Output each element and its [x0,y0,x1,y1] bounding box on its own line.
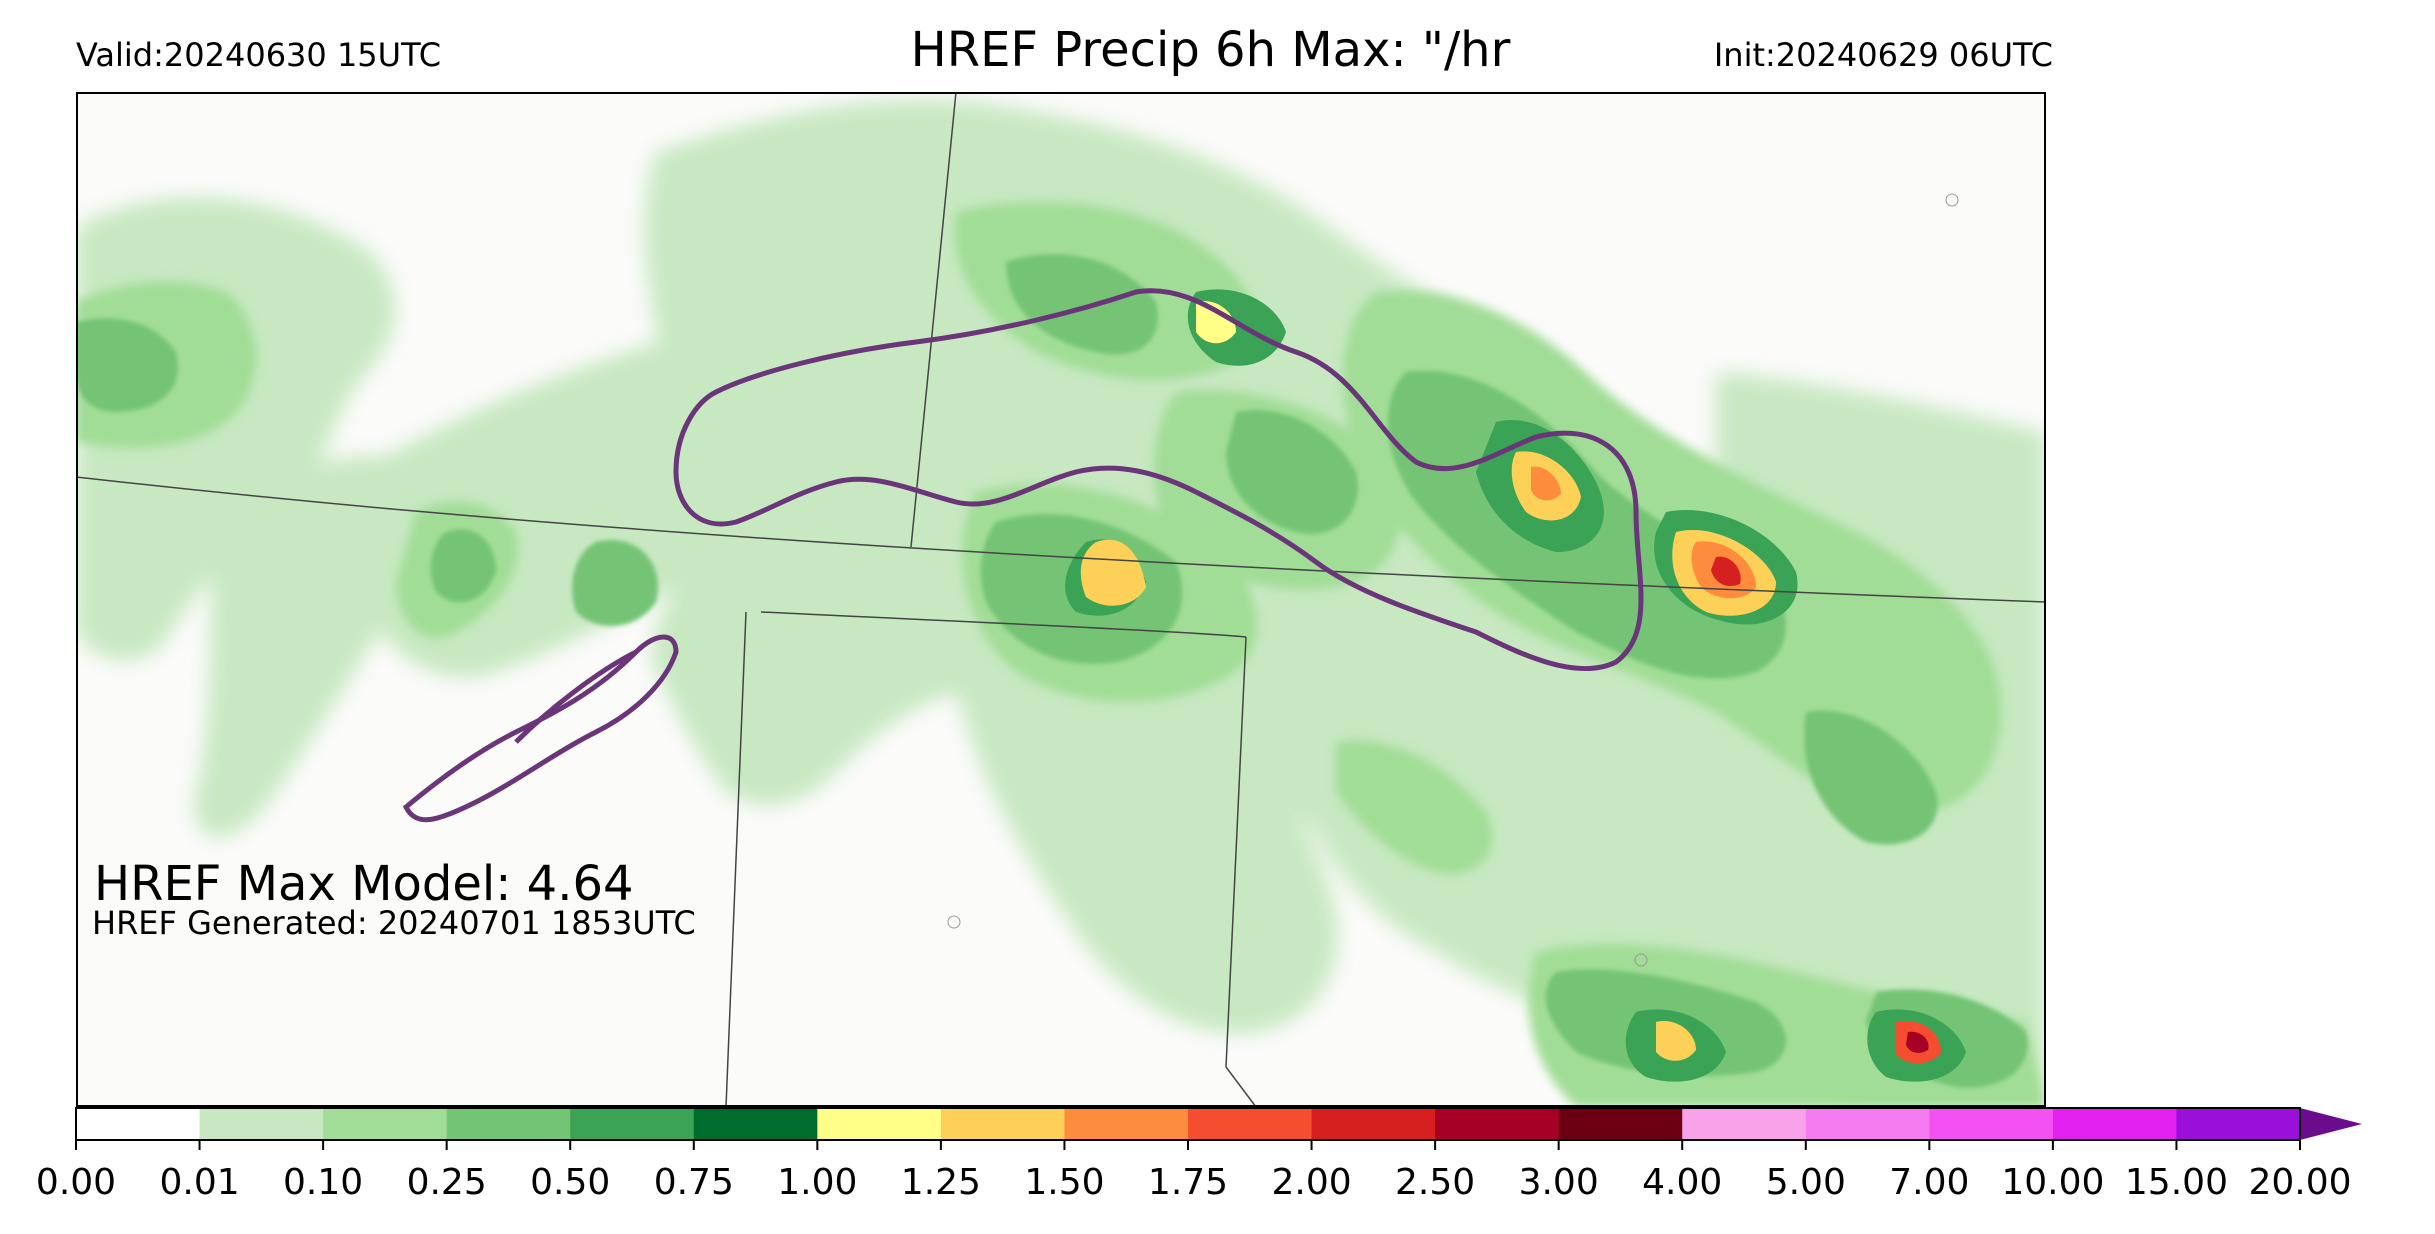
colorbar-extend-arrow [2300,1108,2362,1140]
colorbar-swatch [1558,1108,1683,1140]
colorbar-tick-label: 7.00 [1889,1162,1969,1203]
colorbar-swatch [1188,1108,1313,1140]
colorbar-tick-label: 2.00 [1271,1162,1351,1203]
water-bodies [947,193,1959,967]
colorbar-ticks: 0.00 0.01 0.10 0.25 0.50 0.75 1.00 1.25 1.50 1.75… [36,1140,2352,1203]
colorbar-swatch [1064,1108,1189,1140]
colorbar-tick-label: 10.00 [2001,1162,2104,1203]
max-model-label: HREF Max Model: 4.64 [94,856,634,912]
colorbar-tick-label: 20.00 [2248,1162,2351,1203]
precip-map-canvas [76,92,2046,1107]
precip-map [76,92,2046,1107]
colorbar-tick-label: 0.75 [654,1162,734,1203]
colorbar-tick-label: 4.00 [1642,1162,1722,1203]
colorbar-tick-label: 1.75 [1148,1162,1228,1203]
colorbar-tick-label: 5.00 [1766,1162,1846,1203]
colorbar-tick-label: 1.00 [777,1162,857,1203]
colorbar-tick-label: 1.50 [1024,1162,1104,1203]
map-title-text: HREF Precip 6h Max: "/hr [910,22,1511,78]
colorbar-swatches [76,1108,2301,1140]
colorbar-swatch [199,1108,324,1140]
colorbar-swatch [2052,1108,2178,1140]
colorbar-swatch [1929,1108,2054,1140]
colorbar-swatch [570,1108,695,1140]
colorbar-swatch [323,1108,448,1140]
colorbar-swatch [1435,1108,1560,1140]
colorbar-swatch [1682,1108,1807,1140]
colorbar-tick-label: 1.25 [901,1162,981,1203]
colorbar-tick-label: 0.25 [407,1162,487,1203]
init-time-label: Init:20240629 06UTC [1713,36,2053,74]
colorbar-tick-label: 0.50 [530,1162,610,1203]
colorbar-swatch [1805,1108,1930,1140]
colorbar-tick-label: 0.01 [159,1162,239,1203]
colorbar-tick-label: 2.50 [1395,1162,1475,1203]
state-borders [76,92,2046,1107]
colorbar-swatch [817,1108,942,1140]
colorbar-swatch [940,1108,1066,1140]
colorbar-tick-label: 15.00 [2125,1162,2228,1203]
precip-cells-heavy [1080,301,1941,1064]
map-frame-border [76,92,2046,1107]
colorbar-swatch [693,1108,818,1140]
colorbar-swatch [446,1108,571,1140]
colorbar-tick-label: 0.00 [36,1162,116,1203]
colorbar-swatch [2176,1108,2301,1140]
colorbar-tick-label: 0.10 [283,1162,363,1203]
colorbar-swatch [1311,1108,1436,1140]
colorbar-swatch [76,1108,201,1140]
generated-time-label: HREF Generated: 20240701 1853UTC [92,904,696,942]
valid-time-label: Valid:20240630 15UTC [76,36,442,74]
threshold-contour [402,288,1644,823]
map-title: HREF Precip 6h Max: "/hr [0,22,2435,78]
colorbar-tick-label: 3.00 [1519,1162,1599,1203]
